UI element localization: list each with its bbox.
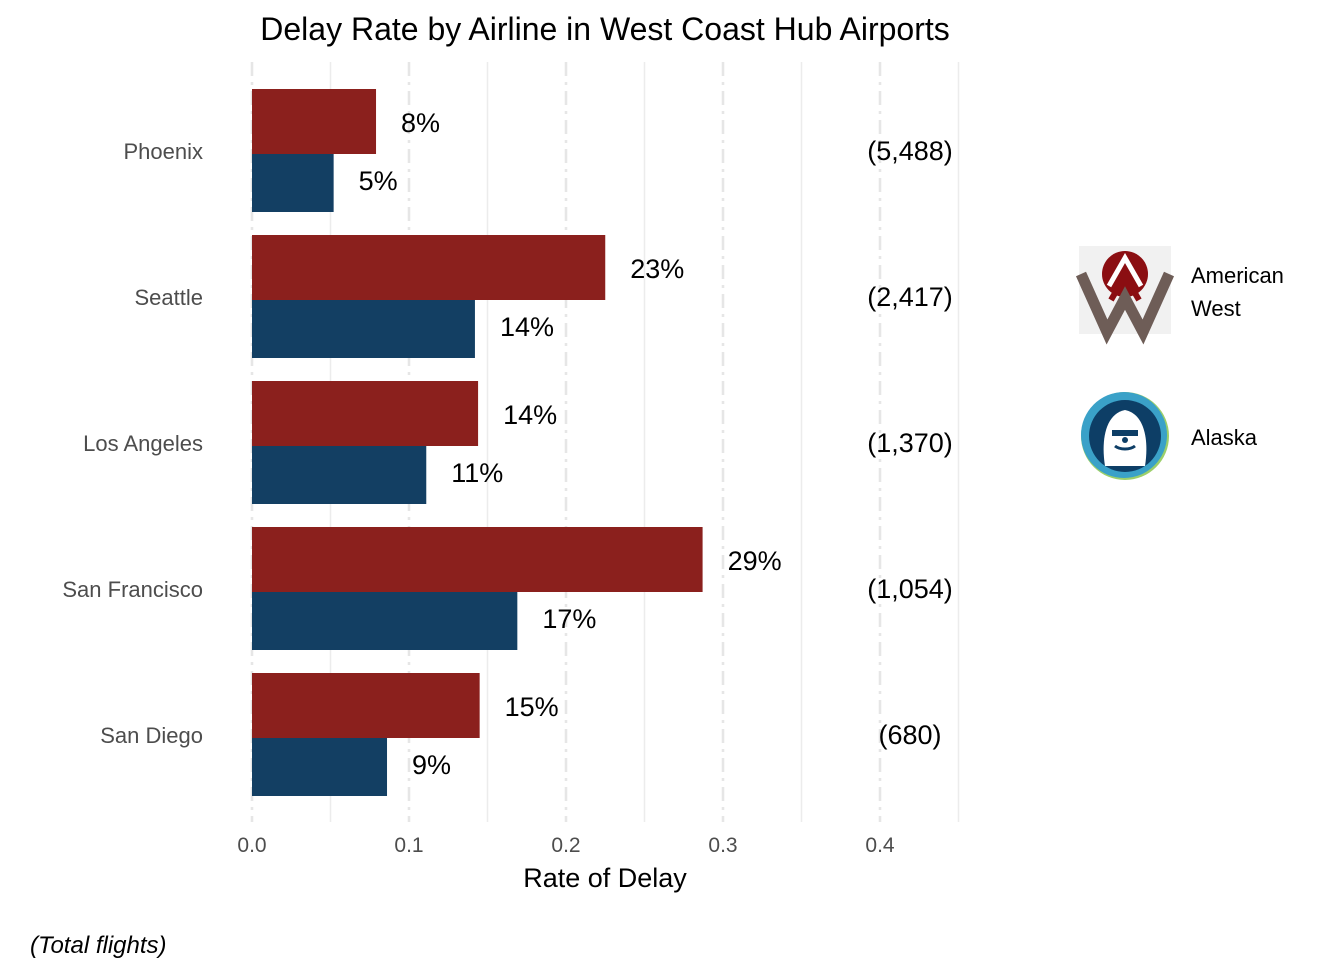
caption: (Total flights)	[30, 932, 167, 959]
total-flights-label: (1,370)	[867, 428, 953, 458]
bar-value-label: 8%	[401, 108, 440, 138]
bar-value-label: 23%	[630, 254, 684, 284]
alaska-airlines-logo-icon	[1081, 392, 1169, 480]
x-tick-label: 0.2	[551, 834, 580, 857]
x-axis-title: Rate of Delay	[523, 863, 687, 893]
total-flights-label: (2,417)	[867, 282, 953, 312]
legend-label-line: American	[1191, 263, 1284, 288]
x-tick-label: 0.3	[708, 834, 737, 857]
total-flights-label: (5,488)	[867, 136, 953, 166]
legend-label-alaska: Alaska	[1191, 425, 1258, 450]
total-flights-labels: (5,488) (2,417) (1,370) (1,054) (680)	[867, 136, 953, 750]
bar-value-label: 17%	[542, 604, 596, 634]
chart-title: Delay Rate by Airline in West Coast Hub …	[260, 11, 949, 47]
bar-alaska	[252, 738, 388, 796]
category-label: Seattle	[135, 285, 204, 310]
x-tick-label: 0.4	[865, 834, 895, 857]
x-tick-label: 0.1	[394, 834, 423, 857]
bar-value-label: 11%	[451, 458, 503, 488]
bar-american-west	[252, 381, 479, 446]
bar-value-label: 15%	[505, 692, 559, 722]
bar-american-west	[252, 89, 377, 154]
bar-value-label: 5%	[359, 166, 398, 196]
total-flights-label: (1,054)	[867, 574, 953, 604]
bar-value-label: 14%	[500, 312, 554, 342]
x-tick-labels: 0.0 0.1 0.2 0.3 0.4	[237, 834, 895, 857]
bar-american-west	[252, 673, 480, 738]
bars	[252, 89, 703, 796]
category-labels: Phoenix Seattle Los Angeles San Francisco Sa…	[62, 139, 203, 748]
total-flights-label: (680)	[878, 720, 941, 750]
bar-alaska	[252, 446, 427, 504]
bar-value-label: 29%	[728, 546, 782, 576]
bar-value-label: 9%	[412, 750, 451, 780]
x-tick-label: 0.0	[237, 834, 266, 857]
bar-alaska	[252, 592, 518, 650]
legend-label-line: West	[1191, 296, 1241, 321]
category-label: Phoenix	[123, 139, 203, 164]
american-west-logo-icon	[1075, 246, 1175, 345]
legend: American West Alaska	[1075, 246, 1290, 480]
bar-american-west	[252, 527, 703, 592]
bar-american-west	[252, 235, 606, 300]
bar-alaska	[252, 154, 334, 212]
category-label: San Diego	[100, 723, 203, 748]
category-label: San Francisco	[62, 577, 203, 602]
bar-value-label: 14%	[503, 400, 557, 430]
category-label: Los Angeles	[83, 431, 203, 456]
value-labels: 8%5%23%14%14%11%29%17%15%9%	[359, 108, 782, 780]
legend-label-american-west: American West	[1191, 263, 1290, 321]
bar-alaska	[252, 300, 475, 358]
